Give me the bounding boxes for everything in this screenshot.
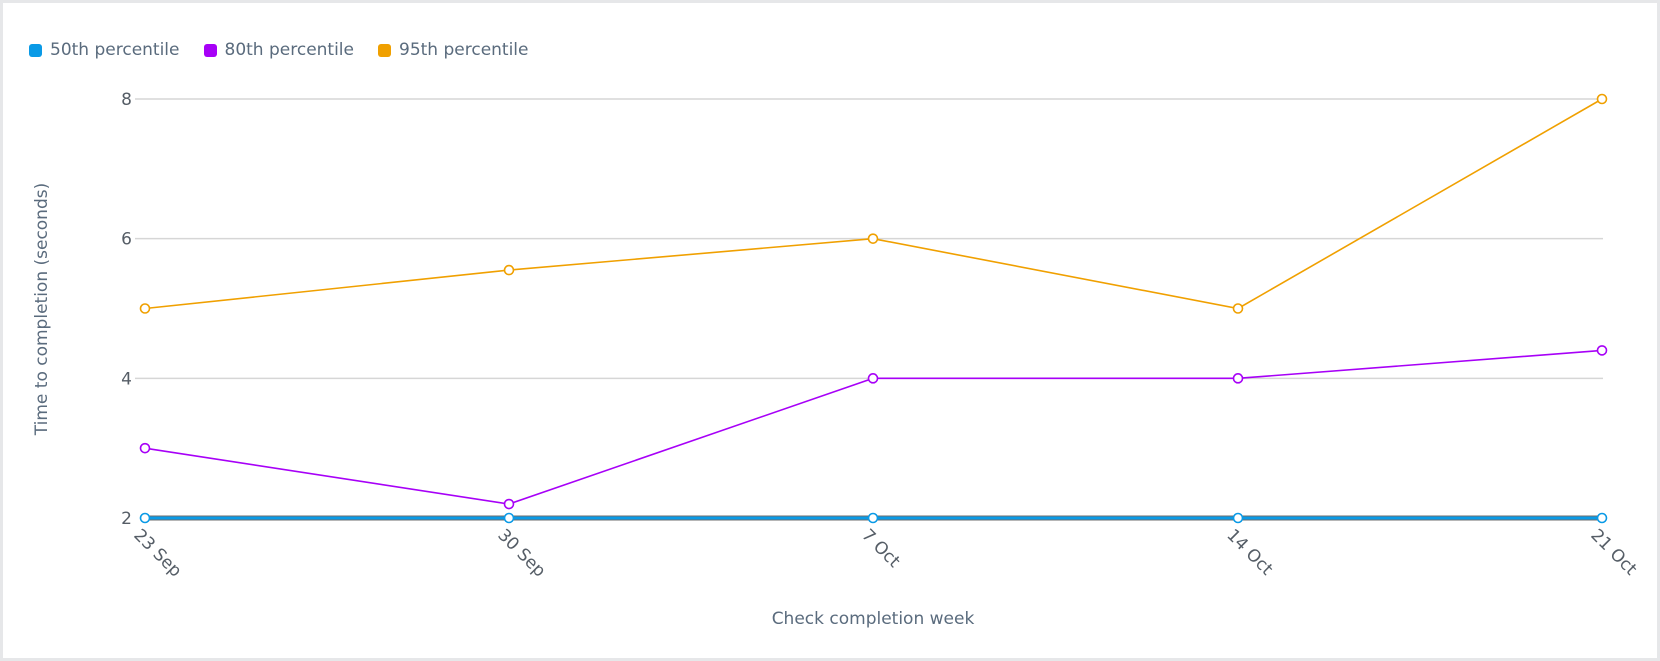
y-axis-ticks: 2 4 6 8: [121, 90, 132, 529]
legend-swatch-95th-icon: [378, 43, 391, 57]
data-point-marker[interactable]: [139, 512, 151, 524]
data-point-marker[interactable]: [1596, 345, 1608, 356]
data-point-marker[interactable]: [867, 512, 879, 524]
data-point-marker[interactable]: [503, 498, 515, 510]
x-tick-label: 7 Oct: [857, 525, 904, 572]
chart-container: [3, 3, 1657, 658]
y-axis-title: Time to completion (seconds): [32, 183, 52, 436]
data-point-marker[interactable]: [867, 233, 879, 244]
legend-label: 50th percentile: [50, 40, 180, 60]
legend-label: 95th percentile: [399, 40, 529, 60]
data-point-marker[interactable]: [503, 512, 515, 524]
legend-item-50th[interactable]: 50th percentile: [29, 40, 180, 60]
data-point-marker[interactable]: [139, 303, 151, 314]
x-axis-title: Check completion week: [772, 609, 975, 629]
x-tick-label: 23 Sep: [129, 525, 185, 581]
series-lines: [139, 93, 1608, 524]
y-tick-label: 2: [121, 509, 132, 529]
chart-legend: 50th percentile 80th percentile 95th per…: [29, 40, 529, 60]
data-point-marker[interactable]: [1596, 93, 1608, 105]
data-point-marker[interactable]: [1232, 373, 1244, 384]
series-line-95th: [144, 98, 1603, 310]
legend-item-95th[interactable]: 95th percentile: [378, 40, 529, 60]
x-axis-ticks: 23 Sep 30 Sep 7 Oct 14 Oct 21 Oct: [129, 525, 1640, 581]
legend-swatch-50th-icon: [29, 43, 42, 57]
data-point-marker[interactable]: [503, 264, 515, 276]
y-tick-label: 8: [121, 90, 132, 110]
data-point-marker[interactable]: [867, 373, 879, 384]
data-point-marker[interactable]: [1232, 512, 1244, 524]
y-tick-label: 6: [121, 230, 132, 250]
x-tick-label: 14 Oct: [1222, 525, 1276, 579]
data-point-marker[interactable]: [139, 442, 151, 454]
legend-swatch-80th-icon: [203, 43, 217, 57]
legend-item-80th[interactable]: 80th percentile: [203, 40, 355, 60]
x-tick-label: 30 Sep: [493, 525, 549, 581]
data-point-marker[interactable]: [1232, 303, 1244, 314]
y-tick-label: 4: [121, 369, 132, 389]
data-point-marker[interactable]: [1596, 512, 1608, 524]
legend-label: 80th percentile: [224, 40, 355, 60]
x-tick-label: 21 Oct: [1586, 525, 1640, 579]
